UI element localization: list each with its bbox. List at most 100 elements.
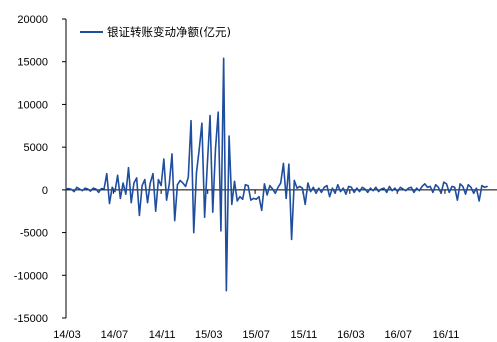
data-point [92, 187, 94, 189]
data-point [244, 184, 246, 186]
data-point [228, 135, 230, 137]
data-point [467, 184, 469, 186]
data-point [127, 167, 130, 169]
data-point [367, 191, 369, 194]
data-point [174, 220, 176, 222]
data-point [451, 185, 453, 188]
data-point [443, 181, 445, 183]
data-point [386, 191, 388, 194]
data-point [223, 57, 225, 59]
data-point [350, 186, 352, 188]
data-point [269, 184, 271, 187]
data-point [391, 190, 393, 192]
data-point [301, 187, 304, 189]
data-point [424, 183, 426, 185]
data-point [356, 187, 358, 189]
y-tick-label: 5000 [24, 142, 48, 154]
data-point [329, 196, 331, 198]
data-point [198, 149, 200, 151]
data-point [184, 185, 187, 188]
y-tick-label: 0 [42, 185, 48, 197]
data-point [388, 185, 391, 188]
data-point [285, 197, 287, 199]
data-point [454, 186, 456, 188]
y-tick-label: 10000 [17, 99, 48, 111]
data-point [233, 180, 236, 182]
data-point [410, 186, 412, 188]
data-point [473, 192, 475, 194]
data-point [437, 186, 439, 188]
data-point [456, 199, 458, 201]
data-point [394, 187, 396, 189]
data-point [331, 187, 333, 189]
data-point [87, 188, 89, 190]
data-point [364, 188, 366, 190]
x-tick-label: 16/11 [433, 329, 460, 341]
data-point [470, 186, 472, 188]
data-point [402, 188, 404, 190]
data-point [383, 187, 385, 189]
data-point [353, 191, 355, 194]
data-point [195, 172, 198, 174]
data-point [380, 188, 382, 190]
data-point [163, 158, 165, 160]
data-point [136, 177, 138, 179]
data-point [483, 186, 486, 188]
data-point [481, 184, 483, 187]
data-point [119, 197, 121, 199]
data-point [299, 185, 301, 188]
data-point [220, 230, 222, 232]
data-point [212, 211, 214, 213]
data-point [416, 187, 418, 189]
x-tick-label: 14/11 [149, 329, 176, 341]
data-point [475, 187, 478, 189]
data-point [187, 176, 189, 178]
data-point [122, 182, 124, 184]
data-point [76, 186, 78, 188]
data-point [146, 202, 149, 204]
data-point [100, 187, 102, 190]
data-point [397, 190, 399, 193]
data-point [307, 182, 309, 184]
data-point [152, 173, 154, 175]
data-point [312, 186, 314, 188]
data-point [448, 191, 450, 194]
data-point [426, 186, 429, 188]
data-point [342, 187, 344, 189]
data-point [125, 193, 127, 195]
data-point [435, 184, 437, 186]
x-tick-label: 15/03 [195, 329, 223, 341]
data-point [369, 187, 372, 189]
data-point [73, 190, 75, 193]
legend: 银证转账变动净额(亿元) [80, 25, 231, 39]
data-point [193, 231, 195, 234]
data-point [266, 194, 268, 196]
data-point [68, 187, 70, 190]
data-point [255, 198, 257, 200]
data-point [239, 196, 241, 198]
data-point [375, 186, 377, 188]
data-point [310, 190, 312, 193]
data-point [323, 186, 325, 188]
x-tick-label: 16/03 [337, 329, 365, 341]
data-point [155, 210, 157, 212]
data-point [138, 214, 140, 217]
data-point [130, 202, 132, 204]
x-tick-label: 15/07 [242, 329, 270, 341]
data-point [98, 191, 100, 194]
series-line [65, 57, 488, 292]
data-point [236, 200, 238, 202]
data-point [70, 188, 73, 191]
data-point [81, 190, 83, 192]
data-point [65, 188, 67, 190]
data-point [261, 209, 263, 211]
data-point [288, 163, 290, 165]
data-point [271, 188, 274, 190]
data-point [111, 186, 113, 188]
data-point [242, 198, 244, 200]
y-tick-label: 15000 [17, 57, 48, 69]
data-point [209, 114, 211, 117]
y-tick-label: 20000 [17, 14, 48, 26]
